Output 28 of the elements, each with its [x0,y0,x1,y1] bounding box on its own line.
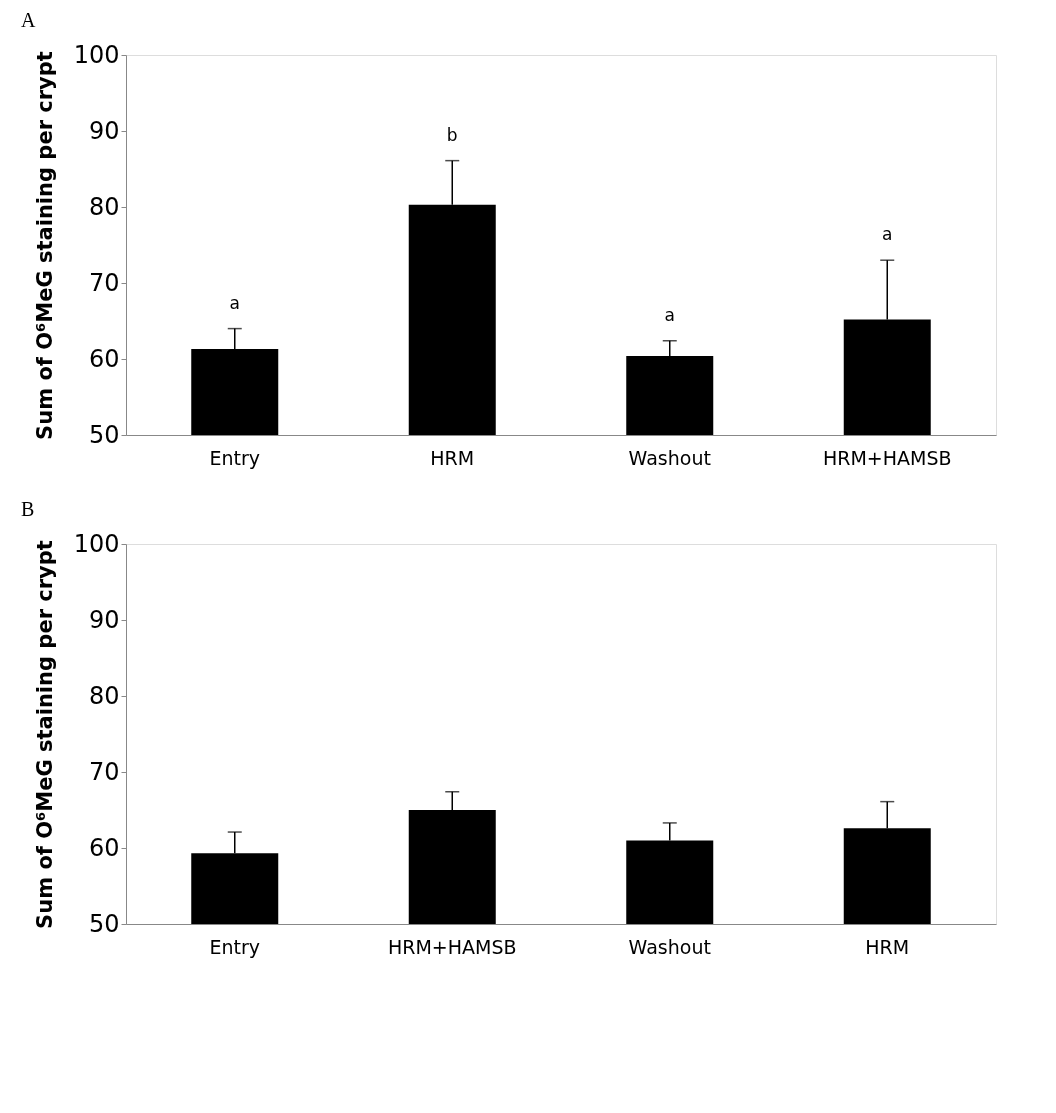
x-tick-label: Washout [628,446,711,469]
chart-title: A [21,9,36,31]
y-tick-label: 90 [88,116,120,145]
y-axis-title: Sum of O⁶MeG staining per crypt [32,51,57,440]
y-tick-label: 90 [88,605,120,634]
y-tick-label: 60 [88,344,120,373]
x-tick-label: HRM+HAMSB [822,446,952,469]
x-tick-label: Washout [628,935,711,958]
x-tick-label: Entry [209,446,261,469]
annotation: b [446,124,458,145]
x-tick-label: HRM+HAMSB [387,935,517,958]
y-tick-label: 80 [88,192,120,221]
annotation: a [664,304,675,325]
y-axis-title: Sum of O⁶MeG staining per crypt [32,540,57,929]
y-tick-label: 100 [73,40,120,69]
y-tick-label: 50 [88,420,120,449]
x-tick-label: Entry [209,935,261,958]
y-tick-label: 50 [88,909,120,938]
y-tick-label: 70 [88,757,120,786]
y-tick-label: 80 [88,681,120,710]
chart-title: B [21,498,35,520]
y-tick-label: 100 [73,529,120,558]
y-tick-label: 60 [88,833,120,862]
x-tick-label: HRM [430,446,475,469]
x-tick-label: HRM [865,935,910,958]
annotation: a [229,292,240,313]
y-tick-label: 70 [88,268,120,297]
annotation: a [882,224,893,245]
